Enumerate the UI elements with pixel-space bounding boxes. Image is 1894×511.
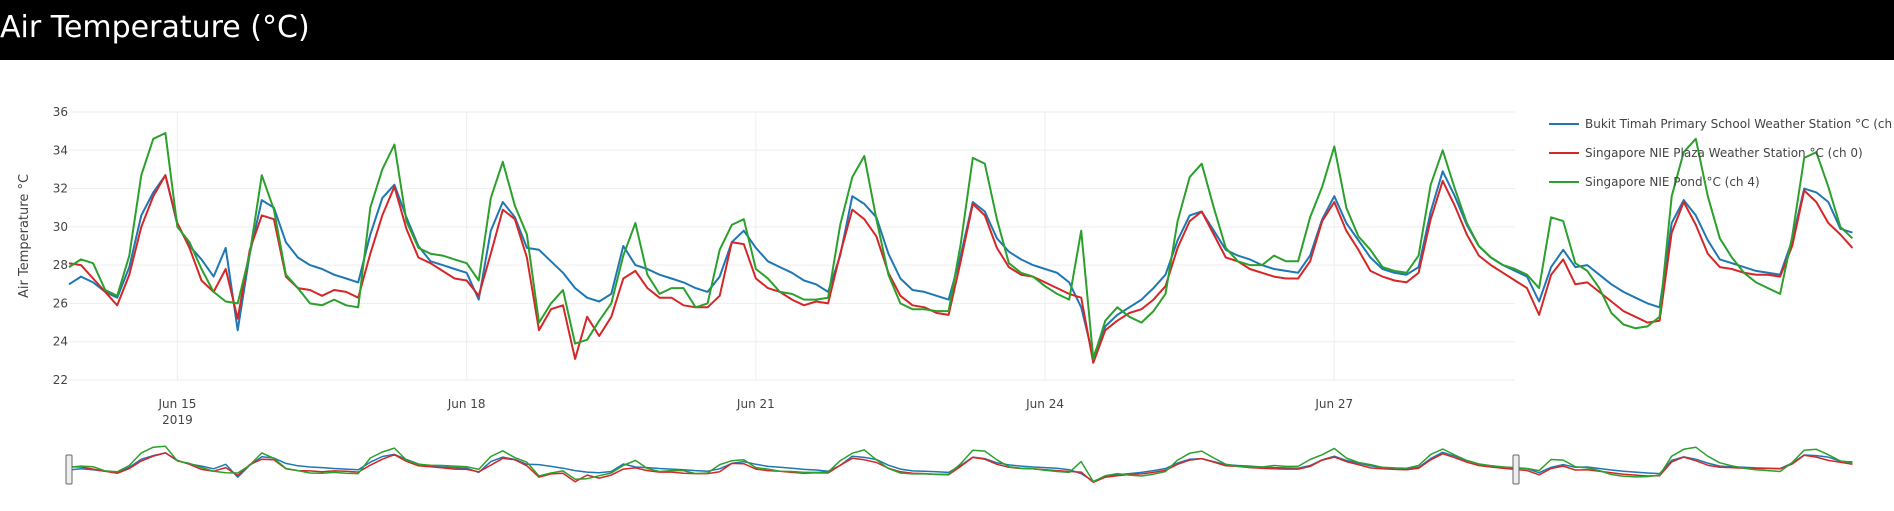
y-tick-label: 22	[53, 373, 68, 387]
range-slider[interactable]	[65, 445, 1853, 488]
range-slider-left-handle[interactable]	[65, 454, 73, 485]
range-slider-right-handle[interactable]	[1512, 454, 1520, 485]
series-line-3[interactable]	[68, 132, 1854, 360]
legend-label: Singapore NIE Pond °C (ch 4)	[1585, 175, 1760, 189]
y-axis-title: Air Temperature °C	[17, 174, 32, 298]
x-tick-label: Jun 18	[447, 397, 486, 411]
legend-item-1[interactable]: Bukit Timah Primary School Weather Stati…	[1549, 117, 1894, 131]
y-tick-label: 26	[53, 296, 68, 310]
legend: Bukit Timah Primary School Weather Stati…	[1549, 117, 1894, 189]
x-tick-label: Jun 15	[158, 397, 197, 411]
series-line-2[interactable]	[68, 174, 1854, 364]
legend-item-3[interactable]: Singapore NIE Pond °C (ch 4)	[1549, 175, 1760, 189]
page-title: Air Temperature (°C)	[0, 10, 310, 45]
y-tick-label: 34	[53, 143, 68, 157]
y-tick-label: 36	[53, 105, 68, 119]
legend-label: Singapore NIE Plaza Weather Station °C (…	[1585, 146, 1863, 160]
range-slider-series-3	[68, 445, 1853, 483]
page-header: Air Temperature (°C)	[0, 0, 1894, 60]
plot-area[interactable]	[68, 132, 1854, 364]
y-tick-label: 30	[53, 220, 68, 234]
x-tick-year-label: 2019	[162, 413, 193, 427]
x-tick-label: Jun 24	[1025, 397, 1064, 411]
x-tick-label: Jun 27	[1314, 397, 1353, 411]
x-tick-label: Jun 21	[736, 397, 775, 411]
series-line-1[interactable]	[68, 170, 1853, 358]
grid	[69, 111, 1515, 381]
legend-label: Bukit Timah Primary School Weather Stati…	[1585, 117, 1894, 131]
y-tick-label: 28	[53, 258, 68, 272]
x-axis: Jun 15 2019 Jun 18 Jun 21 Jun 24 Jun 27	[158, 397, 1354, 427]
range-slider-series-2	[68, 452, 1853, 484]
y-axis: Air Temperature °C 22 24 26 28 30 32 34 36	[17, 105, 68, 387]
legend-item-2[interactable]: Singapore NIE Plaza Weather Station °C (…	[1549, 146, 1863, 160]
y-tick-label: 24	[53, 335, 68, 349]
y-tick-label: 32	[53, 182, 68, 196]
